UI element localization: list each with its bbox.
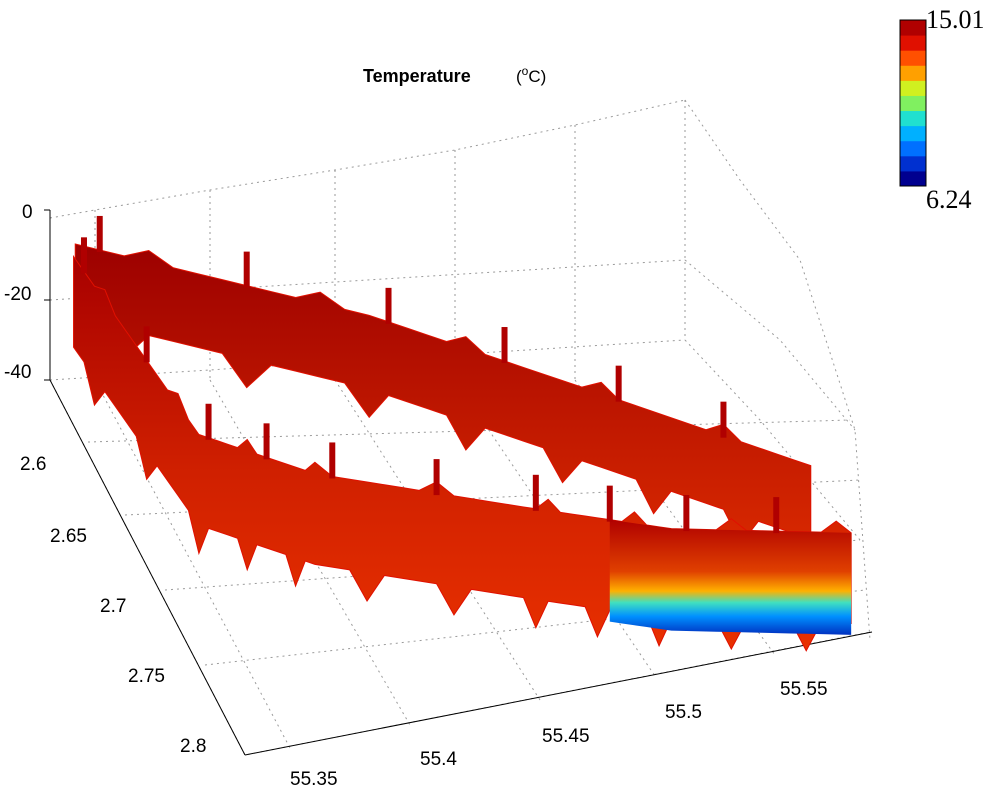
y-tick-0: 2.6 — [20, 454, 46, 475]
y-tick-4: 2.8 — [180, 736, 206, 757]
z-tick-0: 0 — [22, 202, 33, 223]
profile-marker — [143, 326, 150, 363]
colorbar-cell — [900, 65, 926, 81]
profile-marker — [606, 485, 613, 522]
profile-marker — [329, 442, 336, 479]
chart-title-group: Temperature (oC) — [363, 64, 546, 86]
x-tick-4: 55.55 — [780, 679, 828, 700]
profile-marker — [205, 403, 212, 440]
colorbar: 15.01 6.24 — [899, 5, 985, 214]
profile-marker — [615, 365, 622, 402]
x-tick-0: 55.35 — [290, 769, 338, 790]
profile-marker — [385, 287, 392, 324]
profile-marker — [501, 327, 508, 364]
chart-title-unit: (oC) — [516, 64, 546, 86]
colorbar-cell — [900, 140, 926, 157]
colorbar-cell — [900, 95, 926, 112]
colorbar-cell — [900, 20, 926, 36]
profile-marker — [263, 423, 270, 460]
colorbar-frame — [899, 19, 927, 187]
chart-axes — [44, 209, 873, 756]
colorbar-max-label: 15.01 — [926, 5, 985, 34]
y-tick-3: 2.75 — [128, 666, 165, 687]
y-tick-1: 2.65 — [50, 526, 87, 547]
profile-marker — [243, 251, 250, 288]
colorbar-cell — [900, 35, 926, 51]
profile-marker — [433, 459, 440, 496]
y-tick-2: 2.7 — [100, 596, 126, 617]
x-tick-1: 55.4 — [420, 749, 457, 770]
temperature-sections — [73, 215, 852, 652]
cold-water-patch — [609, 519, 852, 635]
z-tick-2: -40 — [4, 362, 31, 383]
colorbar-cell — [900, 170, 926, 187]
colorbar-min-label: 6.24 — [926, 185, 972, 214]
colorbar-cell — [900, 125, 926, 142]
profile-marker — [773, 497, 780, 534]
profile-marker — [532, 474, 539, 511]
profile-marker — [720, 401, 727, 438]
tick-labels: 0 -20 -40 2.6 2.65 2.7 2.75 2.8 55.35 55… — [4, 202, 828, 790]
colorbar-cells — [900, 20, 926, 187]
x-tick-3: 55.5 — [665, 702, 702, 723]
colorbar-cell — [900, 50, 926, 66]
x-tick-2: 55.45 — [542, 726, 590, 747]
z-tick-1: -20 — [4, 284, 31, 305]
colorbar-cell — [900, 110, 926, 127]
profile-marker — [683, 495, 690, 532]
profile-marker — [96, 215, 103, 252]
profile-marker — [80, 237, 87, 274]
colorbar-cell — [900, 155, 926, 172]
colorbar-cell — [900, 80, 926, 96]
chart-title: Temperature — [363, 66, 471, 86]
